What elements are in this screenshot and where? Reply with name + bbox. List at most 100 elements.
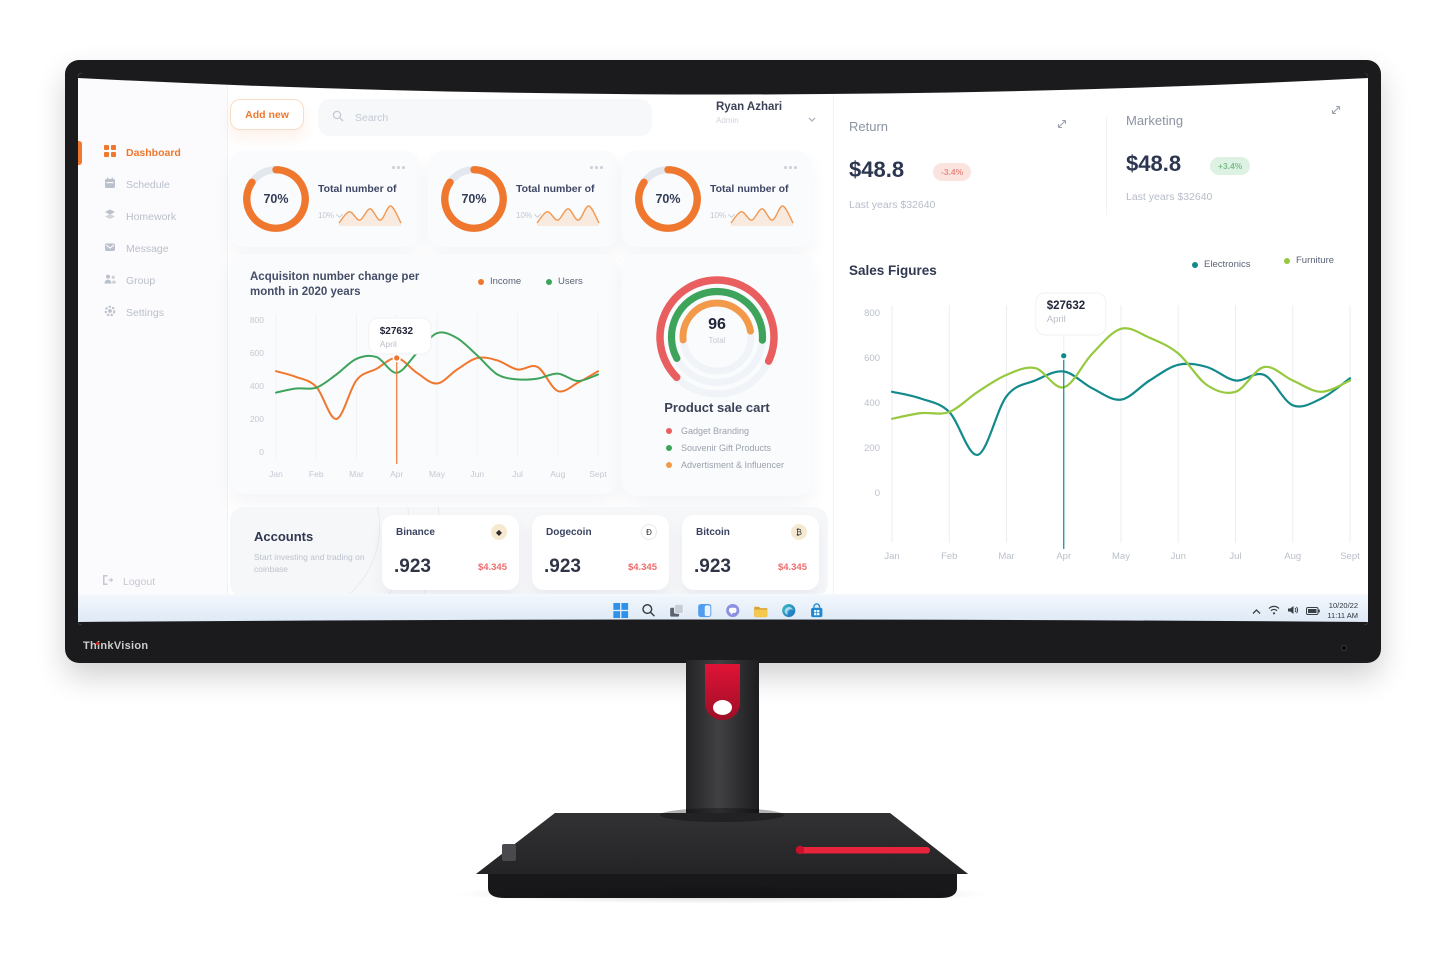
gauge-legend-item: Gadget Branding	[666, 426, 749, 436]
svg-text:Jun: Jun	[470, 469, 484, 479]
sidebar-item-homework[interactable]: Homework	[78, 203, 228, 231]
right-panel: Return $48.8 -3.4% Last years $32640 Mar…	[833, 73, 1368, 594]
tray-chevron-icon[interactable]	[1252, 602, 1261, 620]
add-new-button[interactable]: Add new	[230, 99, 304, 130]
power-button[interactable]	[1341, 645, 1347, 651]
sidebar-item-label: Message	[126, 243, 169, 255]
user-name: Ryan Azhari	[716, 101, 783, 113]
svg-text:Aug: Aug	[550, 469, 565, 479]
expand-icon[interactable]	[1330, 103, 1342, 121]
card-menu-button[interactable]	[392, 163, 408, 171]
legend-income: Income	[478, 276, 521, 287]
svg-text:May: May	[429, 469, 446, 479]
svg-text:Sept: Sept	[1340, 551, 1360, 562]
svg-text:Jan: Jan	[884, 551, 899, 562]
users-legend-dot	[546, 278, 552, 285]
sidebar-item-schedule[interactable]: Schedule	[78, 171, 228, 199]
product-sale-card: 96 Total Product sale cart Gadget Brandi…	[622, 254, 812, 496]
coin-change: $4.345	[777, 562, 807, 573]
chat-icon[interactable]	[724, 602, 741, 619]
search-icon[interactable]	[640, 602, 657, 619]
brand-red-dot	[96, 641, 99, 645]
search-input[interactable]	[353, 110, 593, 125]
accounts-subtitle: Start investing and trading on coinbase	[254, 552, 365, 574]
coin-value: .923	[394, 556, 431, 577]
svg-text:400: 400	[864, 398, 880, 409]
chevron-down-icon	[808, 109, 816, 127]
wifi-icon[interactable]	[1268, 602, 1280, 620]
card-menu-button[interactable]	[784, 163, 800, 171]
edge-icon[interactable]	[780, 602, 797, 619]
svg-text:800: 800	[864, 308, 880, 319]
svg-text:Aug: Aug	[1284, 551, 1301, 562]
income-legend-dot	[478, 278, 484, 285]
main-column: Add new Ryan Azhari Admin 70% Total numb…	[228, 73, 833, 597]
green-legend-dot	[666, 445, 672, 451]
stat-card-title: Total number of	[516, 183, 595, 195]
accounts-title: Accounts	[254, 529, 314, 544]
svg-text:Apr: Apr	[1056, 551, 1071, 562]
donut-percent-value: 70%	[655, 192, 681, 206]
monitor-brand-logo: ThinkVision	[83, 640, 149, 652]
donut-percent-value: 70%	[461, 192, 487, 206]
binance-card[interactable]: Binance ◆ .923 $4.345	[382, 515, 519, 590]
volume-icon[interactable]	[1287, 602, 1299, 620]
gauge-legend-item: Advertisment & Influencer	[666, 460, 784, 470]
stat-sub-percent: 10%	[318, 210, 344, 220]
user-role: Admin	[716, 116, 739, 125]
svg-text:Mar: Mar	[349, 469, 364, 479]
logout-button[interactable]: Logout	[78, 569, 228, 595]
svg-text:$27632: $27632	[380, 326, 414, 337]
binance-coin-icon: ◆	[491, 524, 507, 540]
stat-card-title: Total number of	[318, 183, 397, 195]
divider	[1106, 117, 1107, 215]
bitcoin-card[interactable]: Bitcoin ₿ .923 $4.345	[682, 515, 819, 590]
svg-text:Mar: Mar	[998, 551, 1014, 562]
battery-icon[interactable]	[1306, 602, 1321, 620]
task-view-icon[interactable]	[668, 602, 685, 619]
coin-value: .923	[694, 556, 731, 577]
coin-name: Binance	[396, 527, 435, 538]
taskbar-icons	[612, 595, 825, 625]
profile-menu[interactable]: Ryan Azhari Admin	[716, 101, 816, 125]
marketing-title: Marketing	[1126, 113, 1184, 128]
file-explorer-icon[interactable]	[752, 602, 769, 619]
start-icon[interactable]	[612, 602, 629, 619]
sidebar-item-dashboard[interactable]: Dashboard	[78, 139, 228, 167]
store-icon[interactable]	[808, 602, 825, 619]
tray-date: 10/20/22	[1328, 601, 1358, 610]
clock[interactable]: 10/20/22 11:11 AM	[1327, 601, 1358, 620]
logout-icon	[102, 573, 114, 591]
legend-furniture: Furniture	[1284, 255, 1334, 266]
svg-text:600: 600	[864, 353, 880, 364]
search-bar[interactable]	[318, 99, 652, 136]
red-legend-dot	[666, 428, 672, 434]
sidebar-item-label: Settings	[126, 307, 164, 319]
marketing-value: $48.8	[1126, 151, 1182, 176]
marketing-subtitle: Last years $32640	[1126, 191, 1213, 203]
coin-name: Bitcoin	[696, 527, 730, 538]
cable-hole	[713, 700, 732, 715]
sidebar-item-settings[interactable]: Settings	[78, 299, 228, 327]
coin-change: $4.345	[627, 562, 657, 573]
windows-taskbar: 10/20/22 11:11 AM	[78, 594, 1368, 625]
sidebar-active-indicator	[78, 141, 82, 165]
sidebar-item-label: Schedule	[126, 179, 170, 191]
search-icon	[332, 109, 344, 127]
gauge-legend-item: Souvenir Gift Products	[666, 443, 771, 453]
card-menu-button[interactable]	[590, 163, 606, 171]
stat-sub-percent: 10%	[516, 210, 542, 220]
sidebar-item-group[interactable]: Group	[78, 267, 228, 295]
sidebar-item-message[interactable]: Message	[78, 235, 228, 263]
svg-text:April: April	[1047, 314, 1066, 325]
people-icon	[104, 272, 116, 290]
dashboard-grid-icon	[104, 144, 116, 162]
svg-text:Feb: Feb	[309, 469, 324, 479]
stat-card-title: Total number of	[710, 183, 789, 195]
dogecoin-card[interactable]: Dogecoin Ð .923 $4.345	[532, 515, 669, 590]
svg-text:Jan: Jan	[269, 469, 283, 479]
expand-icon[interactable]	[1056, 117, 1068, 135]
stat-card: 70% Total number of 10%	[622, 151, 812, 247]
widgets-icon[interactable]	[696, 602, 713, 619]
